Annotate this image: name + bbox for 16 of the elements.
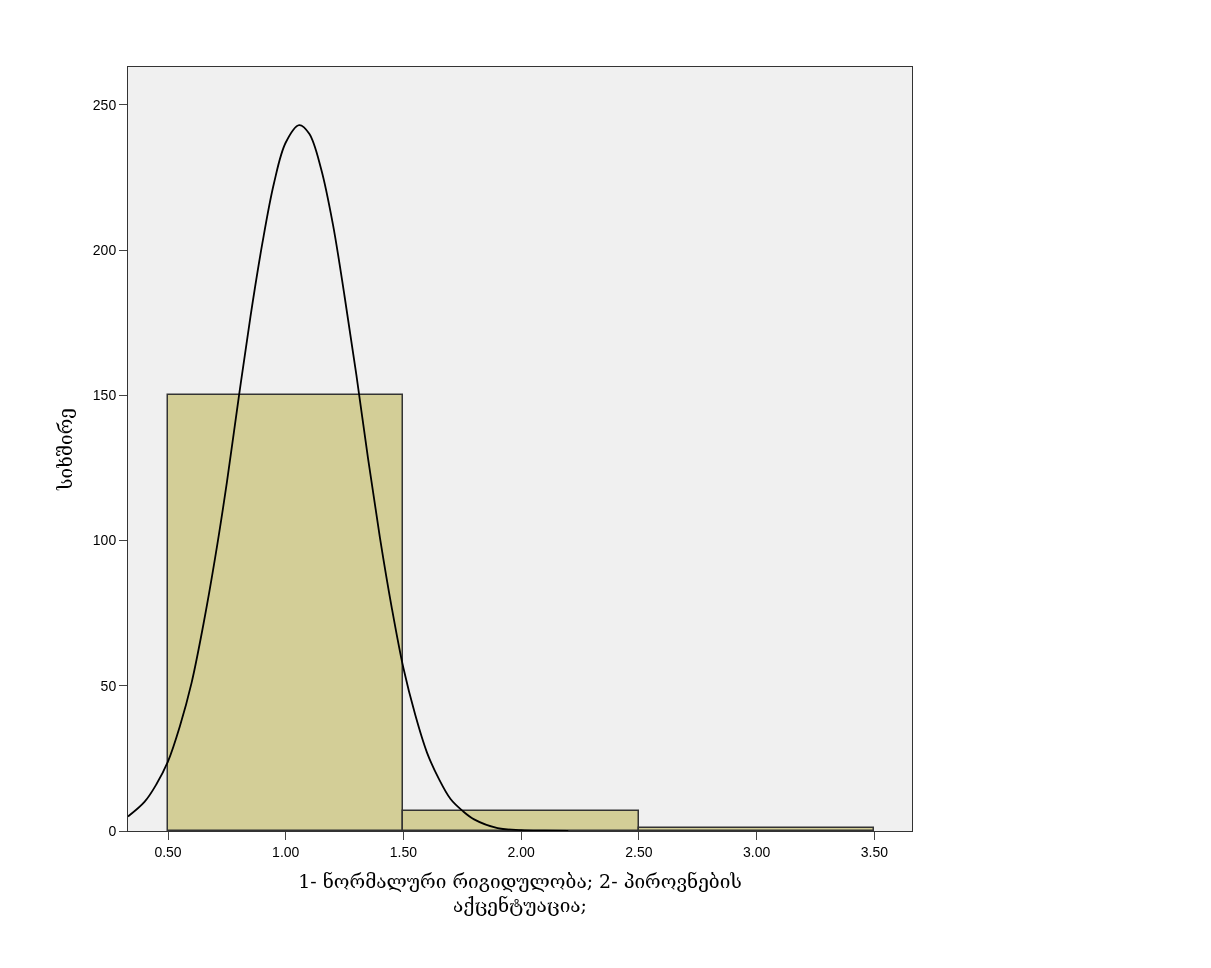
x-tick-label: 2.00 — [507, 843, 536, 860]
x-axis-title: 1- ნორმალური რიგიდულობა; 2- პიროვნების აქცენტუაცია; — [298, 869, 742, 917]
line-series — [128, 124, 570, 831]
x-tick-label: 1.00 — [272, 843, 300, 860]
x-tick-label: 2.50 — [625, 843, 653, 860]
y-tick-label: 150 — [92, 387, 117, 404]
y-tick-label: 100 — [92, 532, 117, 549]
x-tick-label: 3.00 — [742, 843, 771, 860]
y-tick-label: 50 — [100, 677, 117, 694]
x-tick-label: 0.50 — [154, 843, 182, 860]
y-axis-title: სიხშირე — [53, 407, 76, 492]
x-tick-label: 3.50 — [860, 843, 889, 860]
y-tick-label: 250 — [92, 96, 117, 113]
y-tick-label: 0 — [108, 822, 117, 839]
x-tick-label: 1.50 — [389, 843, 418, 860]
y-tick-label: 200 — [92, 241, 117, 258]
